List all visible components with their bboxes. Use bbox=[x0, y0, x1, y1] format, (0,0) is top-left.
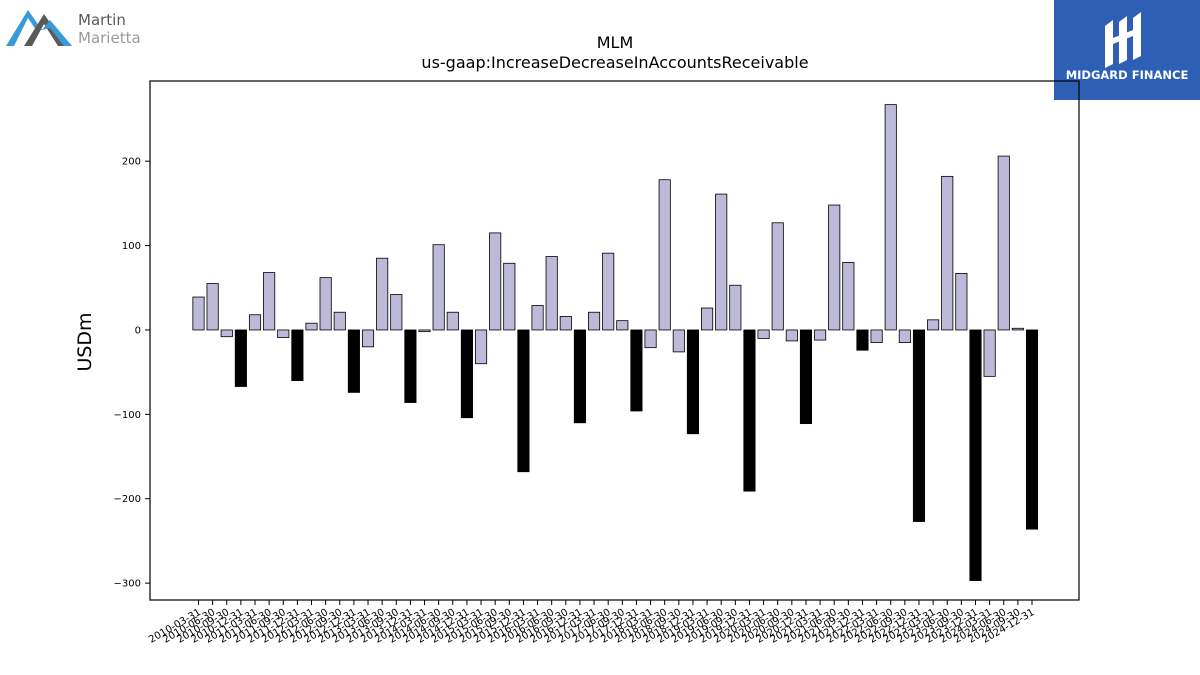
bar-2013-06-30 bbox=[376, 257, 389, 331]
bar-2022-09-30 bbox=[898, 329, 911, 344]
bars-group bbox=[192, 104, 1039, 581]
bar-2014-06-30 bbox=[432, 244, 445, 331]
bar-2021-09-30 bbox=[842, 262, 855, 331]
bar-2012-03-31 bbox=[305, 322, 318, 331]
y-tick-label: −100 bbox=[114, 410, 141, 421]
bar-2020-06-30 bbox=[771, 222, 784, 331]
bar-2024-12-31 bbox=[1025, 329, 1039, 530]
logo-word-marietta: Marietta bbox=[78, 29, 141, 47]
bar-2021-03-31 bbox=[814, 329, 827, 341]
bar-2019-03-31 bbox=[701, 307, 714, 331]
bar-2014-09-30 bbox=[446, 311, 459, 331]
bar-2020-09-30 bbox=[785, 329, 798, 342]
bar-2011-03-31 bbox=[248, 314, 262, 331]
bar-2011-09-30 bbox=[277, 329, 290, 338]
bar-2017-03-31 bbox=[588, 311, 601, 331]
bar-2013-12-31 bbox=[404, 329, 417, 403]
bar-2021-06-30 bbox=[828, 204, 841, 331]
bar-2023-12-31 bbox=[969, 329, 982, 581]
bar-2023-06-30 bbox=[941, 175, 954, 331]
midgard-mark-icon bbox=[1105, 12, 1141, 68]
y-tick-label: −300 bbox=[114, 579, 141, 590]
bar-2015-06-30 bbox=[489, 232, 502, 331]
mountain-icon bbox=[6, 10, 72, 46]
chart-title: MLM bbox=[597, 33, 634, 52]
y-tick-label: 100 bbox=[122, 241, 141, 252]
bar-2019-12-31 bbox=[743, 329, 756, 492]
y-tick-label: 0 bbox=[135, 325, 141, 336]
midgard-finance-logo: MIDGARD FINANCE bbox=[1054, 0, 1200, 100]
chart-subtitle: us-gaap:IncreaseDecreaseInAccountsReceiv… bbox=[421, 53, 808, 72]
y-axis-label: USDm bbox=[74, 312, 96, 371]
bar-2012-09-30 bbox=[333, 311, 346, 331]
bar-2016-09-30 bbox=[559, 316, 572, 331]
bar-2016-12-31 bbox=[573, 329, 586, 424]
bar-2015-09-30 bbox=[503, 262, 516, 331]
bar-2018-06-30 bbox=[658, 179, 671, 331]
bar-2017-09-30 bbox=[616, 320, 629, 331]
bar-2012-12-31 bbox=[347, 329, 360, 393]
bar-2020-12-31 bbox=[799, 329, 813, 425]
bar-2010-06-30 bbox=[206, 283, 219, 331]
bar-2014-03-31 bbox=[418, 329, 431, 333]
bar-2016-03-31 bbox=[531, 305, 544, 331]
bar-2011-12-31 bbox=[291, 329, 304, 381]
bar-2022-06-30 bbox=[884, 104, 897, 331]
y-tick-label: −200 bbox=[114, 494, 141, 505]
bar-2024-09-30 bbox=[1011, 327, 1024, 331]
midgard-finance-wordmark: MIDGARD FINANCE bbox=[1065, 68, 1189, 82]
bar-2011-06-30 bbox=[263, 272, 276, 331]
bar-2022-12-31 bbox=[912, 329, 926, 522]
bar-2018-12-31 bbox=[686, 329, 699, 435]
bar-2023-03-31 bbox=[927, 319, 940, 331]
bar-2010-09-30 bbox=[220, 329, 233, 338]
bar-2015-12-31 bbox=[517, 329, 530, 473]
bar-2013-03-31 bbox=[361, 329, 375, 348]
bar-2010-03-31 bbox=[192, 296, 205, 331]
bar-2014-12-31 bbox=[460, 329, 473, 419]
bar-2010-12-31 bbox=[234, 329, 247, 387]
bar-2024-03-31 bbox=[983, 329, 996, 377]
plot-frame bbox=[149, 80, 1080, 601]
bar-2020-03-31 bbox=[757, 329, 770, 339]
bar-2021-12-31 bbox=[856, 329, 869, 351]
bar-2017-12-31 bbox=[630, 329, 643, 412]
bar-2024-06-30 bbox=[997, 155, 1010, 331]
martin-marietta-logo: Martin Marietta bbox=[6, 6, 166, 50]
bar-2016-06-30 bbox=[545, 256, 558, 331]
logo-word-martin: Martin bbox=[78, 11, 126, 29]
bar-2017-06-30 bbox=[602, 252, 615, 331]
bar-2023-09-30 bbox=[955, 273, 968, 331]
bar-2012-06-30 bbox=[319, 277, 332, 331]
bar-2013-09-30 bbox=[390, 294, 403, 331]
bar-2022-03-31 bbox=[870, 329, 883, 344]
y-axis: −300 −200 −100 0 100 200 bbox=[114, 157, 150, 590]
bar-2019-06-30 bbox=[715, 193, 728, 331]
bar-2018-03-31 bbox=[644, 329, 657, 349]
x-axis: 2010-03-312010-06-302010-09-302010-12-31… bbox=[147, 600, 1037, 646]
y-tick-label: 200 bbox=[122, 157, 141, 168]
bar-2019-09-30 bbox=[729, 284, 742, 331]
bar-2015-03-31 bbox=[474, 329, 488, 365]
bar-2018-09-30 bbox=[672, 329, 685, 353]
